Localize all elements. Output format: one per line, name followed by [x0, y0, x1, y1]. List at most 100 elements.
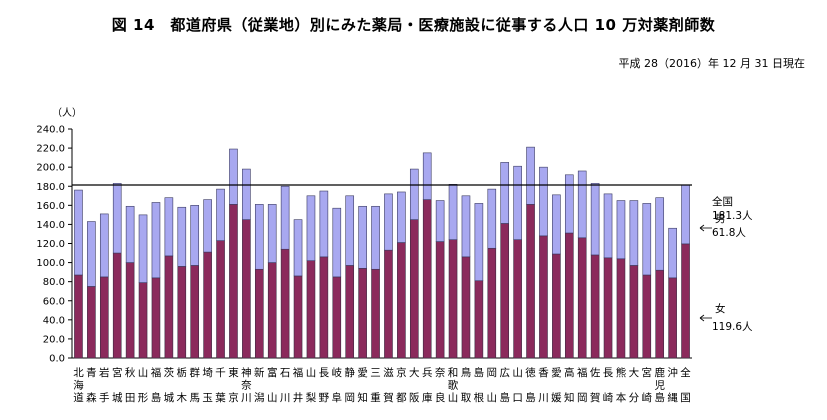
x-category-label: 口: [512, 392, 523, 404]
x-category-label: 岩: [99, 366, 110, 379]
bar-female-30: [461, 256, 471, 359]
bar-female-39: [577, 237, 587, 359]
bar-male-41: [603, 193, 613, 259]
y-tick-label: 80.0: [43, 277, 65, 288]
bar-female-6: [151, 277, 161, 359]
x-category-label: 奈: [241, 379, 252, 392]
y-axis-label: （人）: [52, 107, 82, 119]
bar-female-11: [216, 240, 225, 359]
bar-female-44: [642, 274, 652, 359]
x-category-label: 秋: [125, 366, 136, 379]
bar-female-8: [177, 266, 187, 359]
x-category-label: 分: [629, 392, 640, 404]
x-category-label: 新: [254, 366, 265, 379]
bar-male-17: [293, 219, 303, 277]
bar-male-7: [164, 197, 174, 257]
x-category-label: 茨: [164, 366, 175, 379]
x-category-label: 形: [138, 392, 149, 404]
x-category-label: 川: [280, 392, 291, 404]
bar-male-21: [345, 195, 355, 266]
x-category-label: 田: [125, 392, 136, 404]
bar-male-35: [526, 146, 535, 205]
x-category-label: 沖: [667, 366, 678, 379]
bar-male-37: [552, 194, 561, 255]
x-category-label: 石: [280, 367, 291, 379]
bar-male-34: [513, 165, 522, 240]
x-category-label: 島: [474, 366, 485, 379]
bar-male-10: [203, 199, 212, 253]
bar-female-5: [138, 282, 148, 359]
reference-line-group: 全国 181.3人: [72, 184, 753, 222]
x-category-label: 福: [577, 366, 588, 379]
x-category-label: 全: [680, 366, 691, 379]
bar-female-27: [422, 199, 432, 359]
bar-female-1: [87, 286, 96, 359]
bar-male-22: [358, 205, 367, 269]
bar-male-32: [487, 188, 497, 249]
x-category-label: 東: [228, 366, 239, 379]
bar-male-46: [668, 227, 677, 279]
bar-female-45: [655, 269, 665, 359]
x-category-label: 青: [86, 366, 97, 379]
y-tick-label: 60.0: [43, 296, 65, 307]
x-category-label: 鹿: [654, 366, 665, 379]
y-tick-label: 120.0: [36, 239, 65, 250]
bar-female-42: [616, 258, 626, 359]
x-category-label: 大: [629, 366, 640, 379]
x-category-label: 北: [73, 367, 84, 379]
bar-male-40: [590, 183, 600, 256]
bar-male-20: [332, 207, 342, 278]
x-category-label: 長: [319, 367, 330, 379]
x-category-label: 福: [293, 366, 304, 379]
x-category-label: 神: [241, 366, 252, 379]
bar-female-34: [513, 239, 522, 359]
bar-male-30: [461, 195, 471, 258]
y-tick-label: 200.0: [36, 163, 65, 174]
y-tick-label: 100.0: [36, 258, 65, 269]
bar-female-22: [358, 268, 367, 359]
x-category-label: 井: [293, 391, 304, 404]
bar-male-31: [474, 203, 484, 282]
x-category-label: 知: [564, 391, 575, 404]
bars: [74, 146, 690, 359]
x-category-label: 静: [344, 366, 355, 379]
x-category-label: 道: [73, 391, 84, 404]
x-category-label: 良: [435, 391, 446, 404]
x-category-label: 京: [396, 366, 407, 379]
bar-male-6: [151, 202, 161, 279]
x-category-label: 児: [654, 380, 665, 392]
x-category-label: 山: [306, 367, 317, 379]
x-category-label: 歌: [448, 379, 459, 392]
x-category-label: 阜: [332, 391, 343, 404]
x-category-label: 広: [499, 366, 510, 379]
x-category-label: 庫: [422, 391, 433, 404]
bar-female-9: [190, 265, 200, 359]
bar-female-28: [435, 241, 445, 359]
bar-female-29: [448, 239, 458, 359]
x-category-label: 山: [448, 392, 459, 404]
x-category-label: 鳥: [461, 366, 472, 379]
x-category-label: 富: [267, 366, 278, 379]
x-category-label: 崎: [642, 391, 653, 404]
category-labels: 北海道青森岩手宮城秋田山形福島茨城栃木群馬埼玉千葉東京神奈川新潟富山石川福井山梨…: [73, 366, 691, 404]
bar-female-37: [552, 253, 561, 359]
x-category-label: 山: [512, 367, 523, 379]
bar-female-25: [397, 242, 406, 359]
annotation-male-label: 男: [715, 213, 726, 225]
x-category-label: 福: [151, 366, 162, 379]
x-category-label: 野: [319, 392, 330, 404]
bar-female-21: [345, 265, 355, 359]
x-category-label: 熊: [616, 366, 627, 379]
x-category-label: 山: [267, 392, 278, 404]
x-category-label: 徳: [525, 366, 536, 379]
bar-male-12: [229, 148, 238, 205]
bar-female-3: [112, 252, 122, 359]
x-category-label: 賀: [383, 392, 394, 404]
x-category-label: 三: [370, 367, 381, 379]
x-category-label: 岡: [577, 392, 588, 404]
bar-female-23: [371, 268, 380, 359]
bar-female-36: [539, 235, 548, 359]
bar-male-19: [319, 190, 329, 258]
bar-female-2: [99, 276, 109, 359]
